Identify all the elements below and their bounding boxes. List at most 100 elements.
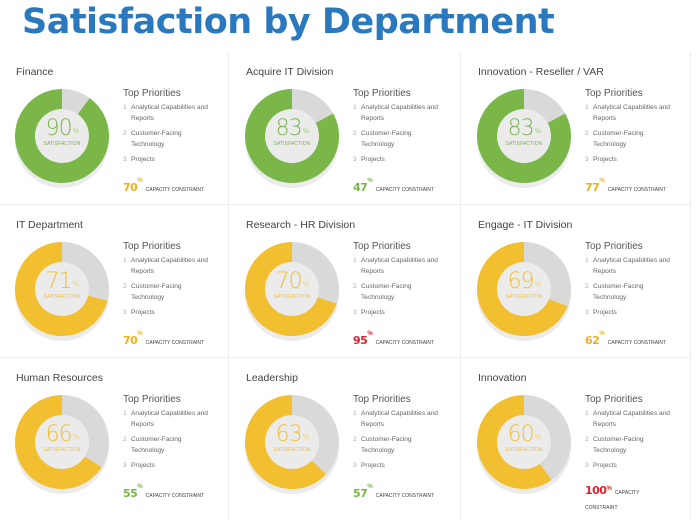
priority-rank: 2 [353,130,357,137]
donut-remainder-arc [292,89,334,123]
satisfaction-value-wrap: 90% [14,118,110,140]
capacity-constraint: 70%CAPACITY CONSTRAINT [123,331,233,349]
priority-item: 1 Analytical Capabilities and Reports [353,409,453,430]
priority-rank: 2 [585,283,589,290]
department-card: IT Department 71% SATISFACTION Top Prioriti… [0,205,229,358]
percent-sign: % [599,178,605,184]
percent-sign: % [72,433,80,441]
top-priorities-title: Top Priorities [353,241,411,252]
priority-label: Projects [361,156,385,163]
satisfaction-value: 69 [507,269,535,294]
capacity-constraint: 70%CAPACITY CONSTRAINT [123,178,233,196]
satisfaction-value-wrap: 69% [476,271,572,293]
priority-label: Projects [131,462,155,469]
capacity-value: 70 [123,181,138,194]
priority-label: Analytical Capabilities and Reports [361,410,438,428]
priority-label: Analytical Capabilities and Reports [361,104,438,122]
priority-label: Analytical Capabilities and Reports [131,104,208,122]
priority-label: Projects [593,156,617,163]
capacity-value: 77 [585,181,600,194]
capacity-label: CAPACITY CONSTRAINT [375,340,435,346]
satisfaction-value-wrap: 70% [244,271,340,293]
priority-label: Analytical Capabilities and Reports [593,410,670,428]
priority-rank: 1 [585,410,589,417]
department-card: Innovation - Reseller / VAR 83% SATISFACTI… [462,52,691,205]
top-priorities: Top Priorities 1 Analytical Capabilities a… [123,88,223,171]
priority-item: 3 Projects [585,461,685,472]
priority-label: Customer-Facing Technology [593,436,644,454]
donut-svg [477,242,571,341]
capacity-value: 100 [585,484,607,497]
satisfaction-caption: SATISFACTION [505,294,543,300]
satisfaction-value: 70 [275,269,303,294]
top-priorities-title: Top Priorities [123,241,181,252]
priority-item: 2 Customer-Facing Technology [123,435,223,456]
percent-sign: % [534,433,542,441]
satisfaction-donut: 63% SATISFACTION [244,394,344,498]
department-card: Engage - IT Division 69% SATISFACTION Top P… [462,205,691,358]
top-priorities-title: Top Priorities [585,241,643,252]
priority-rank: 3 [585,309,589,316]
priority-label: Projects [361,462,385,469]
top-priorities: Top Priorities 1 Analytical Capabilities a… [353,241,453,324]
department-name: Research - HR Division [246,219,356,231]
priority-label: Projects [361,309,385,316]
satisfaction-value: 83 [275,116,303,141]
top-priorities: Top Priorities 1 Analytical Capabilities a… [123,394,223,477]
donut-remainder-arc [62,242,109,301]
donut-svg [15,89,110,188]
satisfaction-caption: SATISFACTION [43,141,81,147]
department-card: Innovation 60% SATISFACTION Top Priorities 1… [462,358,691,520]
donut-satisfaction-arc [244,89,339,183]
priority-label: Projects [593,462,617,469]
department-name: IT Department [16,219,83,231]
donut-center-label: 90% SATISFACTION [14,118,110,148]
percent-sign: % [72,280,80,288]
department-name: Acquire IT Division [246,66,334,78]
priority-item: 2 Customer-Facing Technology [585,282,685,303]
priority-label: Projects [131,309,155,316]
top-priorities-title: Top Priorities [123,88,181,99]
priority-item: 1 Analytical Capabilities and Reports [353,256,453,277]
priority-item: 1 Analytical Capabilities and Reports [585,409,685,430]
priority-rank: 1 [353,257,357,264]
satisfaction-donut: 70% SATISFACTION [244,241,344,345]
department-card: Leadership 63% SATISFACTION Top Priorities 1… [230,358,461,520]
percent-sign: % [599,331,605,337]
priority-item: 1 Analytical Capabilities and Reports [585,103,685,124]
priority-rank: 1 [123,410,127,417]
priority-label: Analytical Capabilities and Reports [131,257,208,275]
priority-rank: 2 [585,130,589,137]
priority-item: 2 Customer-Facing Technology [353,282,453,303]
priority-rank: 3 [123,156,127,163]
top-priorities: Top Priorities 1 Analytical Capabilities a… [585,394,685,477]
donut-satisfaction-arc [14,395,102,489]
percent-sign: % [137,178,143,184]
percent-sign: % [367,178,373,184]
capacity-constraint: 57%CAPACITY CONSTRAINT [353,484,463,502]
donut-center-label: 83% SATISFACTION [476,118,572,148]
percent-sign: % [367,484,373,490]
priority-rank: 3 [353,156,357,163]
donut-satisfaction-arc [477,89,571,183]
priority-item: 3 Projects [585,155,685,166]
satisfaction-value-wrap: 83% [476,118,572,140]
department-name: Innovation - Reseller / VAR [478,66,604,78]
priority-label: Customer-Facing Technology [361,130,412,148]
donut-remainder-arc [524,89,566,123]
satisfaction-caption: SATISFACTION [43,294,81,300]
capacity-constraint: 77%CAPACITY CONSTRAINT [585,178,695,196]
satisfaction-value-wrap: 66% [14,424,110,446]
satisfaction-value: 90 [45,116,73,141]
donut-svg [244,242,339,341]
capacity-label: CAPACITY CONSTRAINT [145,340,205,346]
priority-label: Projects [593,309,617,316]
satisfaction-caption: SATISFACTION [273,447,311,453]
priority-item: 3 Projects [585,308,685,319]
priority-item: 1 Analytical Capabilities and Reports [123,256,223,277]
satisfaction-value-wrap: 63% [244,424,340,446]
department-card: Finance 90% SATISFACTION Top Priorities 1 Ana… [0,52,229,205]
satisfaction-value-wrap: 60% [476,424,572,446]
priority-rank: 2 [353,283,357,290]
department-card: Acquire IT Division 83% SATISFACTION Top Pr… [230,52,461,205]
